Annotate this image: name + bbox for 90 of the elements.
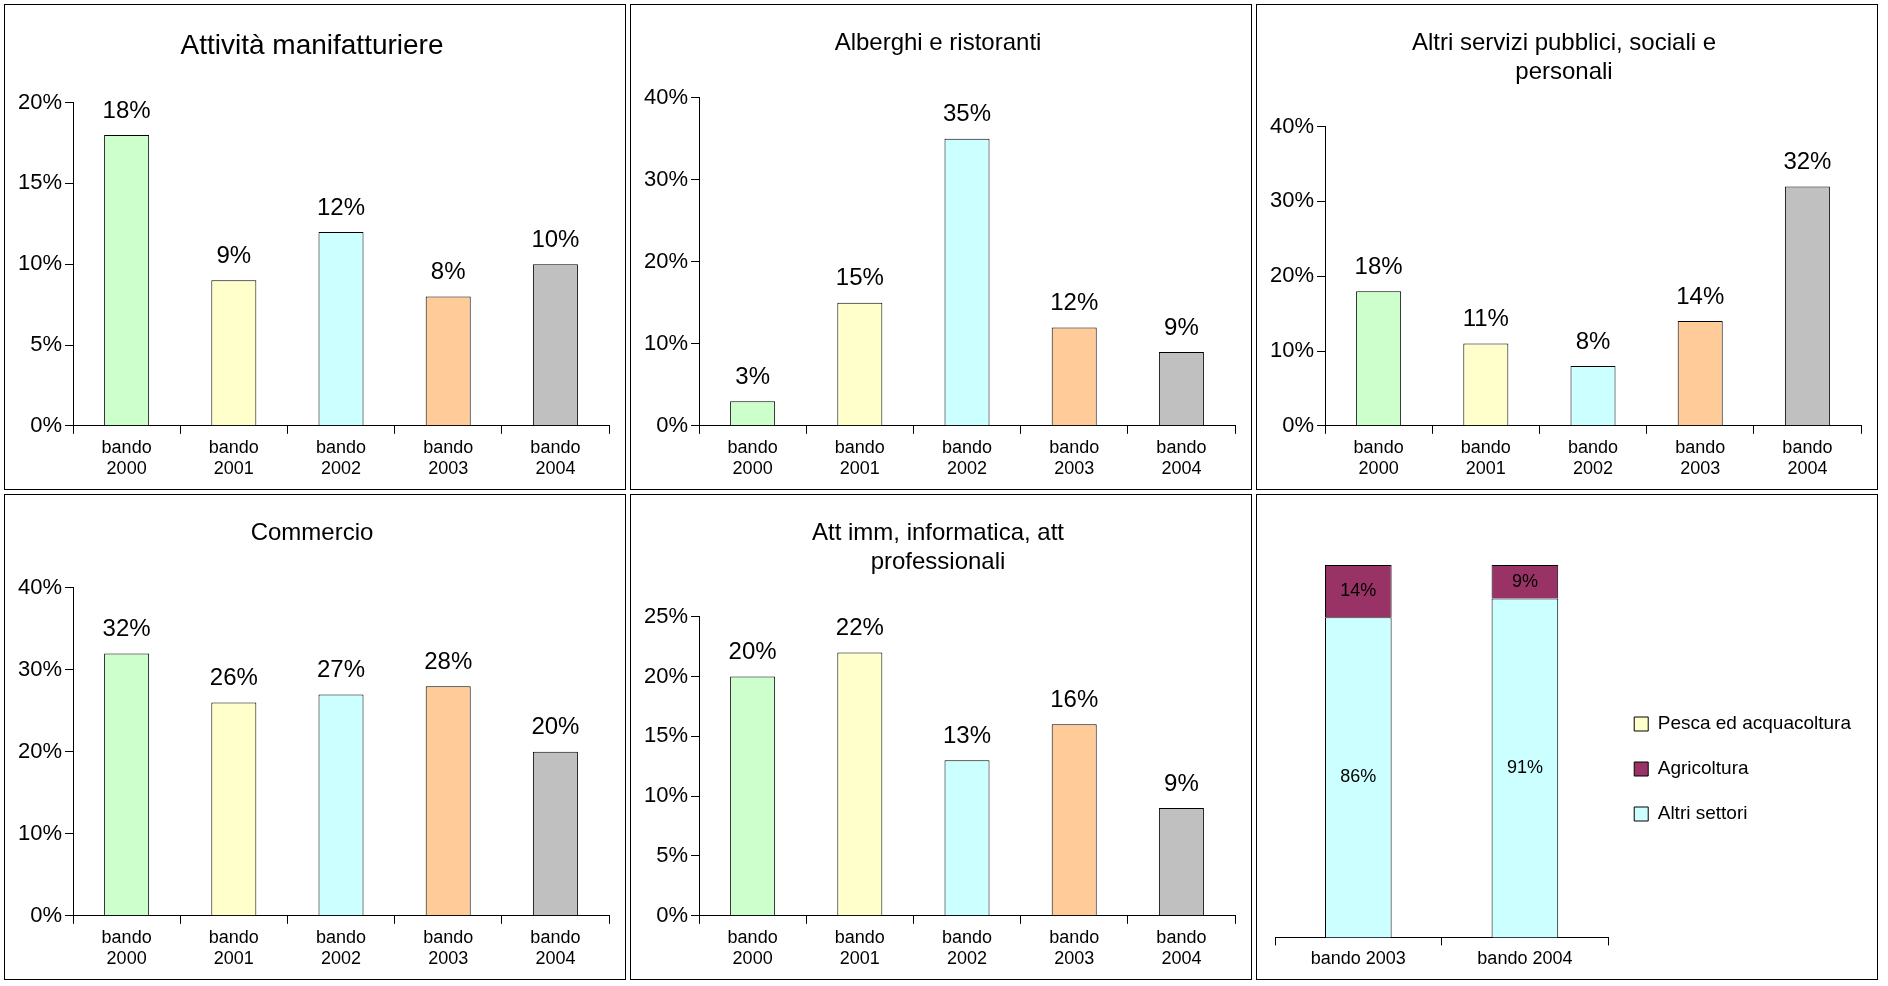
x-tick-label: bando 2000	[101, 436, 152, 479]
x-tick-label: bando 2002	[315, 926, 367, 969]
x-tick-label: bando 2002	[315, 436, 367, 479]
y-tick-label: 40%	[1269, 112, 1315, 138]
y-tick-label: 20%	[643, 662, 689, 688]
data-label: 10%	[531, 224, 580, 252]
x-tick-label: bando 2001	[834, 436, 885, 479]
x-tick-label: bando 2001	[1460, 436, 1511, 479]
x-tick-label: bando 2000	[727, 436, 778, 479]
data-label: 26%	[209, 663, 258, 691]
x-tick-label: bando 2003	[423, 926, 474, 969]
data-label: 20%	[728, 637, 777, 665]
y-tick-label: 0%	[30, 411, 63, 437]
data-label: 8%	[1575, 326, 1611, 354]
data-label: 12%	[1050, 288, 1099, 316]
data-label: 3%	[735, 361, 770, 389]
y-tick-label: 20%	[643, 247, 689, 273]
x-tick-label: bando 2003	[1049, 436, 1100, 479]
data-label: 8%	[430, 257, 466, 285]
data-label: 14%	[1340, 580, 1377, 601]
data-label: 18%	[102, 95, 151, 123]
chart-title: Altri servizi pubblici, sociali e personali	[1411, 28, 1717, 84]
y-tick-label: 20%	[17, 88, 63, 114]
data-label: 86%	[1340, 766, 1377, 787]
x-tick-label: bando 2002	[941, 926, 993, 969]
data-label: 9%	[1164, 768, 1199, 796]
x-tick-label: bando 2004	[530, 436, 581, 479]
data-label: 28%	[424, 646, 473, 674]
data-label: 35%	[942, 99, 992, 127]
data-label: 32%	[102, 614, 151, 642]
x-tick-label: bando 2004	[1156, 926, 1207, 969]
data-label: 22%	[835, 613, 884, 641]
data-label: 27%	[316, 655, 366, 683]
x-tick-label: bando 2000	[101, 926, 152, 969]
y-tick-label: 30%	[643, 165, 689, 191]
x-tick-label: bando 2001	[208, 436, 259, 479]
x-tick-label: bando 2002	[1567, 436, 1619, 479]
x-tick-label: bando 2001	[208, 926, 259, 969]
y-tick-label: 10%	[1269, 337, 1315, 363]
x-tick-label: bando 2004	[1782, 436, 1833, 479]
y-tick-label: 30%	[1269, 187, 1315, 213]
data-label: 20%	[531, 712, 580, 740]
data-label: 18%	[1354, 251, 1403, 279]
x-tick-label: bando 2002	[941, 436, 993, 479]
data-label: 9%	[1511, 570, 1538, 591]
data-label: 12%	[316, 192, 366, 220]
y-tick-label: 25%	[643, 602, 689, 628]
x-tick-label: bando 2003	[1049, 926, 1100, 969]
y-tick-label: 5%	[30, 331, 63, 357]
y-tick-label: 15%	[643, 722, 689, 748]
data-label: 13%	[942, 720, 992, 748]
data-label: 32%	[1783, 147, 1832, 175]
legend-label: Pesca ed acquacoltura	[1657, 712, 1852, 734]
y-tick-label: 0%	[1282, 411, 1315, 437]
y-tick-label: 10%	[17, 819, 63, 845]
legend-label: Agricoltura	[1657, 757, 1749, 779]
x-tick-label: bando 2004	[1477, 948, 1573, 969]
data-label: 14%	[1676, 281, 1725, 309]
x-tick-label: bando 2001	[834, 926, 885, 969]
chart-title: Alberghi e ristoranti	[834, 28, 1042, 56]
data-label: 11%	[1462, 304, 1509, 332]
data-label: 16%	[1050, 684, 1099, 712]
y-tick-label: 40%	[643, 83, 689, 109]
y-tick-label: 10%	[643, 782, 689, 808]
y-tick-label: 30%	[17, 655, 63, 681]
legend-label: Altri settori	[1657, 802, 1748, 824]
x-tick-label: bando 2000	[1353, 436, 1404, 479]
y-tick-label: 15%	[17, 169, 63, 195]
y-tick-label: 0%	[656, 901, 689, 927]
x-tick-label: bando 2004	[1156, 436, 1207, 479]
x-tick-label: bando 2003	[1310, 948, 1406, 969]
chart-title: Commercio	[250, 518, 374, 546]
x-tick-label: bando 2003	[1675, 436, 1726, 479]
data-label: 91%	[1506, 756, 1543, 777]
y-tick-label: 20%	[17, 737, 63, 763]
data-label: 9%	[1164, 312, 1199, 340]
y-tick-label: 40%	[17, 573, 63, 599]
data-label: 15%	[835, 263, 884, 291]
y-tick-label: 5%	[656, 842, 689, 868]
chart-title: Att imm, informatica, att professionali	[811, 518, 1065, 574]
x-tick-label: bando 2000	[727, 926, 778, 969]
data-label: 9%	[216, 240, 252, 268]
y-tick-label: 10%	[17, 250, 63, 276]
x-tick-label: bando 2004	[530, 926, 581, 969]
y-tick-label: 0%	[656, 411, 689, 437]
x-tick-label: bando 2003	[423, 436, 474, 479]
y-tick-label: 0%	[30, 901, 63, 927]
chart-title: Attività manifatturiere	[180, 28, 444, 60]
y-tick-label: 10%	[643, 329, 689, 355]
y-tick-label: 20%	[1269, 262, 1315, 288]
